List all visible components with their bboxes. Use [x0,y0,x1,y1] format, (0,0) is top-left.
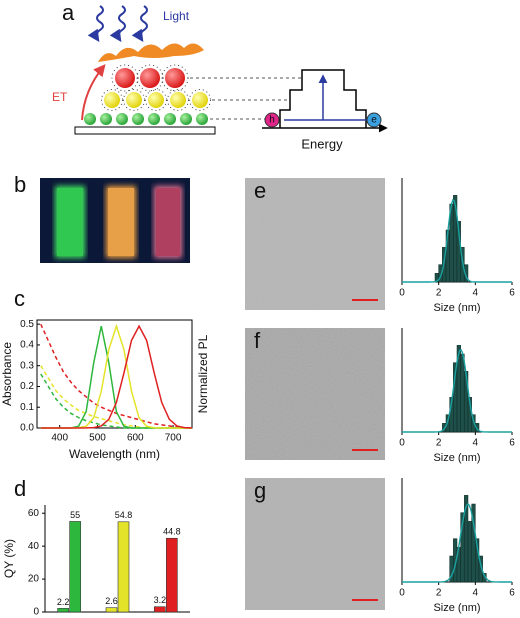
et-label: ET [52,90,68,104]
x-tick-label: 0 [399,288,405,299]
x-axis-label: Wavelength (nm) [69,447,160,461]
cuvette-photo [40,178,190,263]
y-tick-label: 0.5 [20,319,34,330]
fit-curve [402,348,512,433]
y-tick-label: 60 [28,508,40,519]
fit-curve [402,198,512,283]
x-tick-label: 4 [473,288,479,299]
bar [69,521,81,613]
fit-curve [402,503,512,583]
value-label: 54.8 [115,510,133,520]
yellow-dots [101,89,211,111]
tem-image: g [245,478,385,610]
x-tick-label: 2 [436,588,442,599]
panel-label: d [14,476,26,501]
y-tick-label: 40 [28,541,40,552]
x-tick-label: 400 [51,433,68,444]
panel-label: e [254,178,266,203]
histogram-bar [467,521,472,583]
panel-label: f [254,328,261,353]
panel-label: a [62,0,75,25]
series-line [40,323,192,429]
dye-layer [98,43,204,62]
histogram-bar [478,555,483,583]
y-tick-label: 0.1 [20,402,34,413]
green-dots [84,113,208,125]
value-label: 2.6 [105,596,118,606]
x-tick-label: 0 [399,438,405,449]
y-tick-label: 0.4 [20,340,34,351]
bar [57,608,69,613]
value-label: 2.2 [57,597,70,607]
x-tick-label: 4 [473,438,479,449]
tem-image: e [245,178,385,310]
panel-label: c [14,286,25,311]
y-tick-label: 20 [28,574,40,585]
x-tick-label: 700 [165,433,182,444]
light-arrow [131,5,148,42]
y-tick-label: 0.0 [20,423,34,434]
diagram: Light ET Energy h e [52,5,388,151]
x-tick-label: 6 [509,438,515,449]
tem-image: f [245,328,385,460]
y-axis-label: Absorbance [0,342,14,406]
light-arrow [87,5,104,42]
x-axis-label: Size (nm) [433,302,480,314]
x-tick-label: 500 [89,433,106,444]
value-label: 3.2 [154,595,167,605]
x-tick-label: 6 [509,288,515,299]
red-dots [111,64,189,92]
x-axis-label: Size (nm) [433,452,480,464]
x-tick-label: 6 [509,588,515,599]
x-tick-label: 600 [127,433,144,444]
value-label: 44.8 [163,527,181,537]
y-tick-label: 0 [33,607,39,618]
energy-steps [279,69,367,128]
bar [117,521,130,613]
et-arrow [81,64,106,121]
electron-label: e [371,115,377,126]
value-label: 55 [70,510,80,520]
x-axis-label: Size (nm) [433,602,480,614]
y-tick-label: 0.2 [20,381,34,392]
panel-label: b [14,172,26,197]
y2-axis-label: Normalized PL [196,334,210,413]
substrate [74,126,216,135]
bar [166,537,178,613]
histogram-bar [460,353,465,433]
series-line [40,325,192,429]
series-line [40,324,193,429]
hole [264,112,280,128]
x-tick-label: 2 [436,288,442,299]
x-tick-label: 2 [436,438,442,449]
light-label: Light [163,9,190,23]
hole-label: h [269,115,275,126]
bar [154,606,166,613]
energy-label: Energy [301,136,343,151]
histogram-bar [475,423,480,433]
plot-frame [36,319,193,429]
level-lines [190,77,302,120]
x-tick-label: 0 [399,588,405,599]
x-tick-label: 4 [473,588,479,599]
panel-label: g [254,478,266,503]
light-arrow [109,5,126,42]
bar [105,607,118,613]
y-axis-label: QY (%) [2,539,16,578]
y-tick-label: 0.3 [20,360,34,371]
electron [366,112,382,128]
